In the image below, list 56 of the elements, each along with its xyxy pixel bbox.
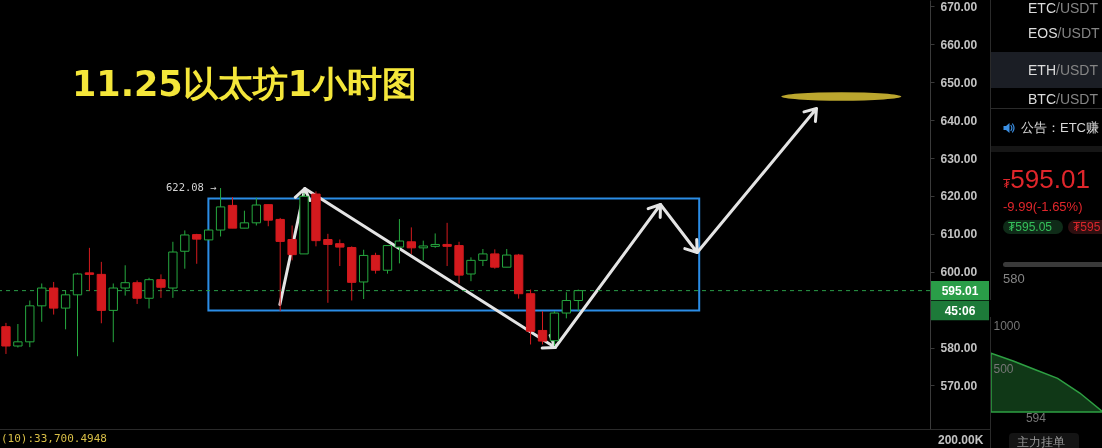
candlestick — [48, 281, 59, 316]
text: 公告：ETC赚 — [1021, 120, 1099, 136]
y-tick-label: 600.00 — [940, 265, 978, 280]
candlestick — [192, 233, 202, 265]
candlestick — [537, 310, 548, 345]
text: 11.25以太坊1小时图 — [72, 64, 418, 104]
candlestick — [478, 248, 488, 267]
candlestick — [13, 323, 23, 349]
candlestick — [418, 240, 428, 261]
text: 45:06 — [944, 303, 976, 318]
text: ETH/USDT — [1028, 62, 1098, 78]
y-tick-label: 1000 — [993, 319, 1021, 334]
candlestick — [227, 196, 238, 229]
x-tick-label: 594 — [1025, 410, 1047, 425]
candlestick — [251, 197, 262, 226]
candlestick — [215, 187, 226, 237]
candlestick — [1, 322, 11, 355]
candlestick — [406, 226, 417, 255]
text: (10):33,700.4948 — [1, 432, 107, 446]
text: ETC/USDT — [1028, 0, 1098, 16]
candlestick — [263, 204, 273, 227]
y-tick-label: 620.00 — [940, 189, 978, 204]
y-tick-label: 670.00 — [940, 0, 978, 14]
y-tick-label: 570.00 — [940, 378, 978, 393]
candlestick — [370, 252, 381, 275]
text: 580 — [1003, 271, 1025, 287]
candlestick — [287, 224, 297, 261]
candlestick — [490, 248, 500, 270]
candlestick — [442, 222, 452, 267]
y-tick-label: 660.00 — [940, 37, 978, 52]
y-tick-label: 630.00 — [940, 151, 978, 166]
text: 主力挂单 — [1017, 434, 1065, 448]
candlestick — [156, 273, 166, 299]
text: ₮595.01 — [1003, 164, 1090, 194]
ref-line-label: 595.01 — [941, 283, 979, 298]
text: -9.99(-1.65%) — [1003, 199, 1083, 215]
text: ₮595 — [1073, 220, 1101, 234]
text: 200.00K — [938, 433, 984, 447]
y-tick-label: 500 — [993, 362, 1014, 377]
candlestick — [466, 256, 476, 282]
y-tick-label: 610.00 — [940, 227, 978, 242]
y-tick-label: 580.00 — [940, 341, 978, 356]
candlestick — [180, 229, 190, 270]
candlestick — [275, 217, 285, 312]
text: BTC/USDT — [1028, 91, 1098, 107]
annotation: 622.08 → — [166, 181, 217, 194]
y-tick-label: 640.00 — [940, 113, 978, 128]
candlestick — [132, 279, 142, 305]
candlestick — [335, 239, 345, 267]
candlestick — [502, 248, 512, 268]
text: EOS/USDT — [1028, 25, 1100, 41]
text: ₮595.05 — [1008, 220, 1053, 234]
candlestick — [394, 218, 405, 264]
y-tick-label: 650.00 — [940, 75, 978, 90]
candlestick — [323, 233, 333, 304]
candlestick — [84, 247, 95, 292]
